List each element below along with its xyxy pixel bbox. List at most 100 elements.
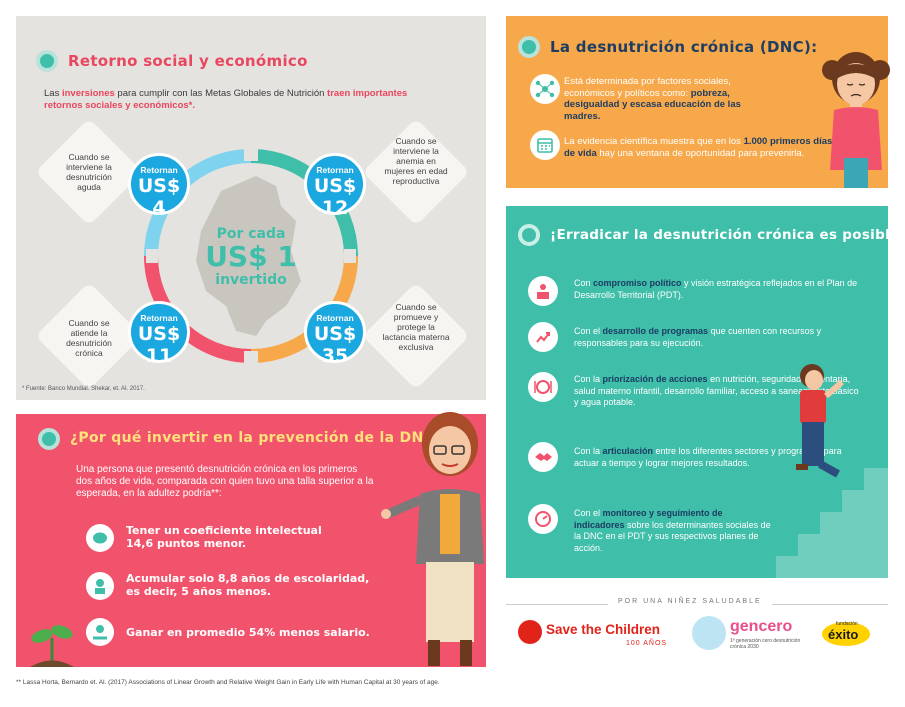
- return-desc: Cuando se interviene la desnutrición agu…: [66, 152, 112, 192]
- podium-icon: [528, 276, 558, 306]
- stairs-boy-illustration: [776, 364, 888, 578]
- graduate-icon: [86, 572, 114, 600]
- erradicate-item: Con compromiso político y visión estraté…: [574, 278, 864, 301]
- item-text: entre los diferentes sectores y programa…: [574, 446, 842, 468]
- center-line2: US$ 1: [205, 240, 297, 273]
- dnc-text: hay una ventana de oportunidad para prev…: [596, 147, 805, 159]
- social-intro: Las inversiones para cumplir con las Met…: [44, 88, 444, 112]
- item-line: Ganar en promedio 54% menos salario.: [126, 626, 370, 639]
- partner-logos: POR UNA NIÑEZ SALUDABLE Save the Childre…: [506, 592, 888, 666]
- item-line: Tener un coeficiente intelectual: [126, 524, 322, 537]
- dnc-text: Está determinada por factores sociales, …: [564, 76, 731, 99]
- growth-chart-icon: [528, 322, 558, 352]
- footer-source: ** Lassa Horta, Bernardo et. Al. (2017) …: [16, 679, 440, 686]
- why-invest-intro: Una persona que presentó desnutrición cr…: [76, 464, 374, 499]
- plant-icon: [30, 625, 74, 667]
- item-line: es decir, 5 años menos.: [126, 585, 271, 598]
- item-text: Con el: [574, 508, 603, 518]
- save-the-children-icon: [518, 620, 542, 644]
- salary-icon: [86, 618, 114, 646]
- item-highlight: desarrollo de programas: [602, 326, 709, 336]
- dnc-paragraph-2: La evidencia científica muestra que en l…: [564, 136, 834, 159]
- return-label: Retornan: [316, 313, 354, 323]
- erradicate-item: Con la priorización de acciones en nutri…: [574, 374, 864, 409]
- social-return-panel: Retorno social y económico Las inversion…: [16, 16, 486, 400]
- return-circle: Retornan US$ 11: [128, 301, 190, 367]
- handshake-icon: [528, 442, 558, 472]
- erradicate-title: ¡Erradicar la desnutrición crónica es po…: [550, 227, 905, 243]
- erradicate-panel: ¡Erradicar la desnutrición crónica es po…: [506, 206, 905, 578]
- center-line3: invertido: [215, 272, 287, 288]
- return-value: US$ 4: [137, 175, 181, 219]
- woman-illustration: [381, 412, 484, 666]
- dnc-highlight: pobreza, desigualdad y escasa educación …: [564, 87, 741, 122]
- return-circle: Retornan US$ 12: [304, 153, 366, 219]
- save-the-children-sub: 100 AÑOS: [626, 640, 668, 647]
- exito-small: fundación: [836, 621, 858, 627]
- exito-badge: [822, 622, 870, 646]
- dnc-panel: La desnutrición crónica (DNC): Está dete…: [506, 16, 890, 188]
- section-bullet-icon: [38, 428, 60, 450]
- section-bullet-icon: [518, 224, 540, 246]
- return-desc: Cuando se promueve y protege la lactanci…: [382, 302, 450, 352]
- return-label: Retornan: [140, 313, 178, 323]
- intro-text: Las: [44, 88, 62, 99]
- why-invest-panel: ¿Por qué invertir en la prevención de la…: [16, 412, 486, 667]
- return-value: US$ 35: [313, 323, 357, 367]
- why-invest-item: Ganar en promedio 54% menos salario.: [126, 626, 370, 639]
- return-value: US$ 11: [137, 323, 181, 367]
- girl-illustration: [822, 52, 890, 188]
- item-highlight: compromiso político: [593, 278, 682, 288]
- center-line1: Por cada: [216, 226, 286, 242]
- item-text: y visión estratégica reflejados en el Pl…: [574, 278, 858, 300]
- why-invest-item: Tener un coeficiente intelectual 14,6 pu…: [126, 524, 322, 550]
- return-label: Retornan: [140, 165, 178, 175]
- logos-tagline: POR UNA NIÑEZ SALUDABLE: [608, 598, 772, 605]
- item-highlight: monitoreo y seguimiento de indicadores: [574, 508, 723, 530]
- return-circle: Retornan US$ 4: [128, 153, 190, 219]
- return-desc: Cuando se atiende la desnutrición crónic…: [66, 318, 112, 358]
- social-title: Retorno social y económico: [68, 52, 308, 70]
- dnc-paragraph-1: Está determinada por factores sociales, …: [564, 76, 774, 122]
- gauge-icon: [528, 504, 558, 534]
- item-text: Con la: [574, 446, 603, 456]
- erradicate-item: Con el desarrollo de programas que cuent…: [574, 326, 864, 349]
- item-highlight: priorización de acciones: [602, 374, 708, 384]
- return-label: Retornan: [316, 165, 354, 175]
- return-value: US$ 12: [313, 175, 357, 219]
- erradicate-item: Con el monitoreo y seguimiento de indica…: [574, 508, 774, 554]
- plate-icon: [528, 372, 558, 402]
- item-text: que cuenten con recursos y responsables …: [574, 326, 822, 348]
- intro-highlight: traen importantes retornos sociales y ec…: [44, 88, 408, 111]
- why-invest-title: ¿Por qué invertir en la prevención de la…: [70, 430, 443, 446]
- item-text: en nutrición, seguridad alimentaria, sal…: [574, 374, 859, 407]
- section-bullet-icon: [518, 36, 540, 58]
- return-desc: Cuando se interviene la anemia en mujere…: [384, 136, 448, 186]
- item-highlight: articulación: [602, 446, 654, 456]
- dnc-title: La desnutrición crónica (DNC):: [550, 38, 818, 56]
- colombia-map-icon: [196, 176, 301, 336]
- intro-highlight: inversiones: [61, 88, 115, 99]
- social-source: * Fuente: Banco Mundial. Shekar, et. Al.…: [22, 386, 145, 392]
- item-line: Acumular solo 8,8 años de escolaridad,: [126, 572, 370, 585]
- return-circle: Retornan US$ 35: [304, 301, 366, 367]
- why-invest-item: Acumular solo 8,8 años de escolaridad, e…: [126, 572, 369, 598]
- item-text: Con el: [574, 326, 603, 336]
- save-the-children-logo: Save the Children: [546, 622, 661, 637]
- dnc-text: La evidencia científica muestra que en l…: [564, 136, 744, 147]
- item-line: 14,6 puntos menor.: [126, 537, 247, 550]
- gencero-icon: [692, 616, 726, 650]
- exito-logo: éxito: [828, 627, 859, 642]
- calendar-icon: [530, 130, 560, 160]
- dnc-highlight: 1.000 primeros días de vida: [564, 136, 833, 159]
- section-bullet-icon: [36, 50, 58, 72]
- item-text: Con la: [574, 374, 603, 384]
- network-icon: [530, 74, 560, 104]
- intro-text: para cumplir con las Metas Globales de N…: [114, 88, 328, 99]
- gencero-sub: 1ª generación cero desnutrición crónica …: [730, 638, 801, 650]
- gencero-logo: gencero: [730, 618, 793, 635]
- center-label: Por cada US$ 1 invertido: [191, 226, 311, 288]
- brain-icon: [86, 524, 114, 552]
- item-text: sobre los determinantes sociales de la D…: [574, 519, 771, 553]
- erradicate-item: Con la articulación entre los diferentes…: [574, 446, 864, 469]
